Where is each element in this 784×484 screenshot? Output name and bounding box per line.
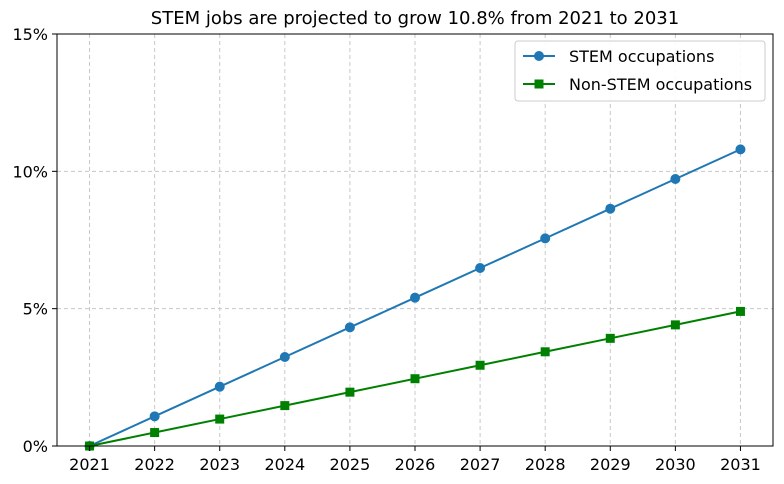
legend-label: Non-STEM occupations (569, 75, 752, 94)
data-point-circle (214, 381, 225, 392)
x-tick-label: 2029 (590, 455, 631, 474)
legend: STEM occupations Non-STEM occupations (514, 40, 766, 102)
x-tick-label: 2024 (264, 455, 305, 474)
data-point-square (345, 387, 355, 397)
x-tick-label: 2021 (69, 455, 110, 474)
data-point-circle (344, 322, 355, 333)
data-point-square (280, 401, 290, 411)
data-point-square (475, 360, 485, 370)
data-point-circle (410, 292, 420, 303)
data-point-square (215, 414, 225, 424)
x-tick-label: 2030 (655, 455, 696, 474)
data-point-square (670, 320, 680, 330)
legend-marker-square (534, 79, 544, 89)
axis-layer: 2021 2022 2023 2024 2025 2026 2027 2028 2029 2030… (12, 25, 760, 474)
data-point-circle (605, 203, 616, 214)
data-point-square (735, 306, 745, 316)
data-point-square (605, 333, 615, 343)
x-tick-label: 2027 (460, 455, 501, 474)
y-tick-label: 5% (23, 300, 48, 319)
x-tick-label: 2026 (395, 455, 436, 474)
x-tick-label: 2025 (330, 455, 371, 474)
x-tick-label: 2031 (720, 455, 761, 474)
y-tick-label: 0% (23, 437, 48, 456)
data-point-circle (149, 411, 160, 422)
data-point-circle (670, 174, 681, 185)
data-point-circle (279, 352, 290, 363)
legend-label: STEM occupations (569, 47, 714, 66)
chart-title: STEM jobs are projected to grow 10.8% fr… (151, 8, 679, 29)
legend-marker-circle (534, 51, 544, 61)
y-tick-label: 15% (12, 25, 48, 44)
x-tick-label: 2022 (134, 455, 175, 474)
data-point-circle (540, 233, 551, 244)
x-tick-label: 2028 (525, 455, 566, 474)
x-tick-label: 2023 (199, 455, 240, 474)
legend-box (514, 40, 766, 102)
data-point-square (150, 428, 160, 438)
y-tick-label: 10% (12, 162, 48, 181)
data-point-square (540, 347, 550, 357)
data-point-circle (735, 144, 746, 155)
data-point-circle (475, 263, 486, 274)
data-point-square (410, 374, 420, 384)
